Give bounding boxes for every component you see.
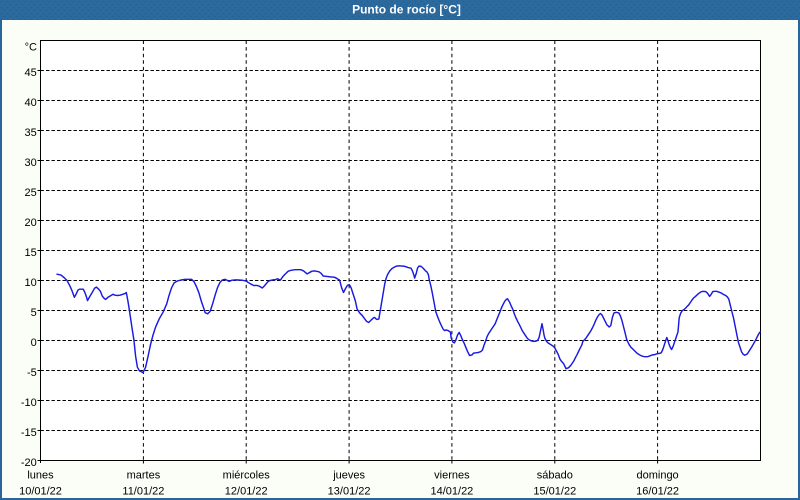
svg-text:°C: °C xyxy=(25,41,37,53)
svg-text:-5: -5 xyxy=(27,367,37,379)
svg-text:-10: -10 xyxy=(21,397,37,409)
svg-text:viernes: viernes xyxy=(434,470,470,482)
svg-text:45: 45 xyxy=(25,67,37,79)
svg-text:25: 25 xyxy=(25,187,37,199)
svg-text:11/01/22: 11/01/22 xyxy=(122,486,164,498)
svg-text:10/01/22: 10/01/22 xyxy=(19,486,62,498)
svg-text:40: 40 xyxy=(25,97,37,109)
svg-text:14/01/22: 14/01/22 xyxy=(430,486,473,498)
svg-text:12/01/22: 12/01/22 xyxy=(225,486,268,498)
svg-text:jueves: jueves xyxy=(332,470,365,482)
svg-text:Punto de rocío [°C]: Punto de rocío [°C] xyxy=(352,3,461,17)
svg-text:martes: martes xyxy=(127,470,161,482)
svg-text:35: 35 xyxy=(25,127,37,139)
svg-text:0: 0 xyxy=(31,337,37,349)
svg-text:30: 30 xyxy=(25,157,37,169)
svg-text:sábado: sábado xyxy=(537,470,573,482)
svg-text:-15: -15 xyxy=(21,427,37,439)
svg-text:10: 10 xyxy=(25,277,37,289)
svg-text:20: 20 xyxy=(25,217,37,229)
svg-text:lunes: lunes xyxy=(27,470,54,482)
svg-text:domingo: domingo xyxy=(636,470,678,482)
svg-text:15/01/22: 15/01/22 xyxy=(533,486,576,498)
svg-text:miércoles: miércoles xyxy=(223,470,271,482)
svg-text:15: 15 xyxy=(25,247,37,259)
svg-text:16/01/22: 16/01/22 xyxy=(636,486,679,498)
svg-text:-20: -20 xyxy=(21,457,37,469)
svg-text:5: 5 xyxy=(31,307,37,319)
svg-text:13/01/22: 13/01/22 xyxy=(328,486,371,498)
